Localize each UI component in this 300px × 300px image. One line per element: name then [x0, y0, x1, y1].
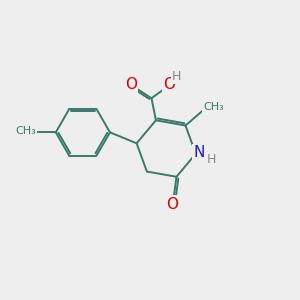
Text: H: H [172, 70, 181, 83]
Text: CH₃: CH₃ [15, 126, 36, 136]
Text: O: O [125, 77, 137, 92]
Text: CH₃: CH₃ [203, 102, 224, 112]
Text: N: N [194, 145, 205, 160]
Text: O: O [163, 77, 175, 92]
Text: H: H [206, 152, 216, 166]
Text: O: O [166, 196, 178, 211]
